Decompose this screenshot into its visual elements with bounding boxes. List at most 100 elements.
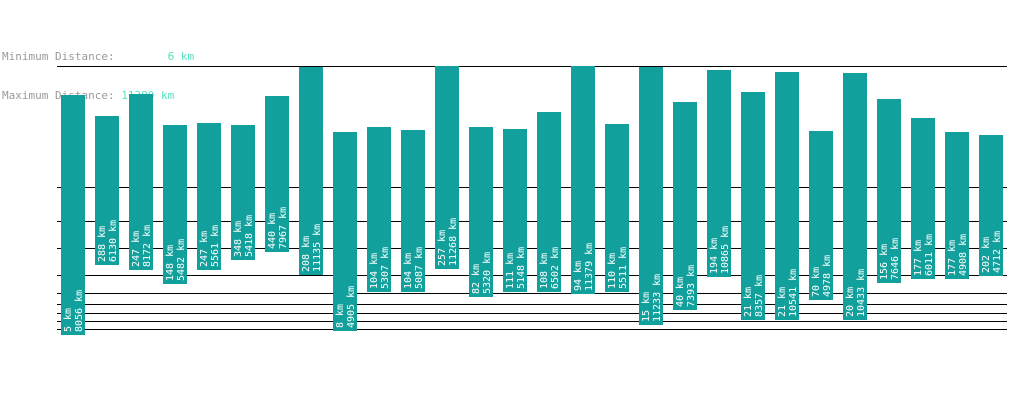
minimum-distance-label: Minimum Distance: <box>2 50 115 63</box>
bar-min-label: 104 km <box>403 253 414 289</box>
bar <box>707 70 731 277</box>
bar-min-label: 70 km <box>811 267 822 297</box>
bar-min-label: 20 km <box>845 287 856 317</box>
bar-group: 177 km 4908 km <box>945 132 969 279</box>
bar-max-label: 5561 km <box>210 225 221 267</box>
bar-group: 247 km 8172 km <box>129 94 153 270</box>
bar <box>809 131 833 300</box>
bar <box>95 116 119 265</box>
bar <box>333 132 357 331</box>
bar-group: 70 km 4978 km <box>809 131 833 300</box>
bar-min-label: 208 km <box>301 236 312 272</box>
bar-max-label: 5320 km <box>482 252 493 294</box>
bar-max-label: 11135 km <box>312 224 323 272</box>
bar-min-label: 148 km <box>165 245 176 281</box>
bar-max-label: 6502 km <box>550 247 561 289</box>
bar-group: 21 km 8357 km <box>741 92 765 320</box>
bar-group: 5 km 8056 km <box>61 95 85 335</box>
bar-min-label: 21 km <box>777 287 788 317</box>
bar-group: 108 km 6502 km <box>537 112 561 292</box>
bar-max-label: 8357 km <box>754 275 765 317</box>
bar <box>163 125 187 284</box>
bar-group: 288 km 6130 km <box>95 116 119 265</box>
bar-group: 440 km 7967 km <box>265 96 289 252</box>
bar-min-label: 177 km <box>913 240 924 276</box>
bar-group: 104 km 5307 km <box>367 127 391 292</box>
minimum-distance-row: Minimum Distance: 6 km <box>2 50 194 63</box>
bar <box>435 66 459 269</box>
bar-max-label: 4978 km <box>822 255 833 297</box>
bar-min-label: 247 km <box>131 231 142 267</box>
bar-min-label: 8 km <box>335 304 346 328</box>
bar-min-label: 156 km <box>879 244 890 280</box>
bar-max-label: 5087 km <box>414 247 425 289</box>
bar-max-label: 11379 km <box>584 243 595 291</box>
bar <box>265 96 289 252</box>
bar-group: 15 km 11233 km <box>639 67 663 325</box>
bar <box>129 94 153 270</box>
bar <box>843 73 867 320</box>
bar-min-label: 5 km <box>63 308 74 332</box>
bar-max-label: 8172 km <box>142 225 153 267</box>
bar-max-label: 7967 km <box>278 207 289 249</box>
bar-group: 148 km 5482 km <box>163 125 187 284</box>
bar <box>61 95 85 335</box>
bar-max-label: 6130 km <box>108 220 119 262</box>
bar-max-label: 6011 km <box>924 234 935 276</box>
bar-group: 111 km 5148 km <box>503 129 527 292</box>
bar-max-label: 7393 km <box>686 265 697 307</box>
bar <box>673 102 697 310</box>
bar-group: 8 km 4905 km <box>333 132 357 331</box>
bar-max-label: 8056 km <box>74 290 85 332</box>
bar-group: 82 km 5320 km <box>469 127 493 297</box>
bar-min-label: 177 km <box>947 240 958 276</box>
bar-max-label: 4908 km <box>958 234 969 276</box>
bar-group: 156 km 7646 km <box>877 99 901 283</box>
bar-min-label: 110 km <box>607 253 618 289</box>
bar-group: 20 km 10433 km <box>843 73 867 320</box>
bar-group: 257 km 11268 km <box>435 66 459 269</box>
bar-group: 247 km 5561 km <box>197 123 221 270</box>
bar <box>571 66 595 294</box>
bar-min-label: 15 km <box>641 292 652 322</box>
bar-group: 110 km 5511 km <box>605 124 629 292</box>
bar-min-label: 40 km <box>675 277 686 307</box>
bar-min-label: 104 km <box>369 253 380 289</box>
bar-min-label: 348 km <box>233 221 244 257</box>
bar-min-label: 82 km <box>471 264 482 294</box>
bar-group: 104 km 5087 km <box>401 130 425 292</box>
bar <box>639 67 663 325</box>
bar-max-label: 4905 km <box>346 286 357 328</box>
bar-max-label: 10433 km <box>856 269 867 317</box>
bar <box>401 130 425 292</box>
bar-group: 208 km 11135 km <box>299 67 323 275</box>
bar <box>741 92 765 320</box>
bar-max-label: 5482 km <box>176 239 187 281</box>
bar <box>367 127 391 292</box>
bar <box>605 124 629 292</box>
bar <box>775 72 799 320</box>
bar-group: 202 km 4712 km <box>979 135 1003 276</box>
bar-max-label: 5148 km <box>516 247 527 289</box>
bar <box>503 129 527 292</box>
bar-group: 194 km 10865 km <box>707 70 731 277</box>
bar-max-label: 5511 km <box>618 247 629 289</box>
bar-min-label: 202 km <box>981 237 992 273</box>
bar-max-label: 11233 km <box>652 274 663 322</box>
bar-min-label: 288 km <box>97 226 108 262</box>
minimum-distance-value: 6 km <box>167 50 195 63</box>
bar-max-label: 10541 km <box>788 269 799 317</box>
bar-min-label: 247 km <box>199 231 210 267</box>
bar-group: 348 km 5418 km <box>231 125 255 260</box>
bar <box>945 132 969 279</box>
bar <box>979 135 1003 276</box>
bar-min-label: 21 km <box>743 287 754 317</box>
bar-max-label: 10865 km <box>720 226 731 274</box>
bar-group: 94 km 11379 km <box>571 66 595 294</box>
bar-max-label: 4712 km <box>992 231 1003 273</box>
bar-group: 177 km 6011 km <box>911 118 935 279</box>
bar-max-label: 5307 km <box>380 247 391 289</box>
bar-min-label: 440 km <box>267 213 278 249</box>
